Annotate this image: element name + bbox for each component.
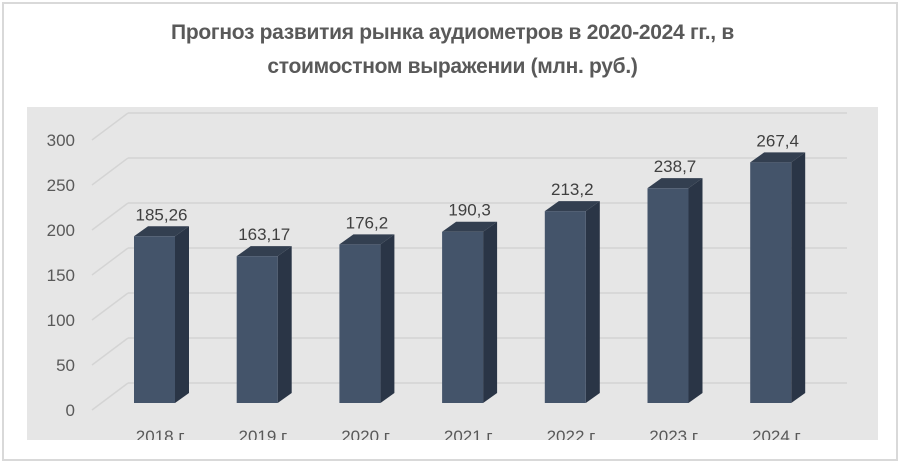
y-tick-label: 0 (66, 401, 75, 420)
bar (442, 221, 498, 403)
bar-top-face (339, 234, 395, 245)
data-label: 190,3 (448, 201, 491, 220)
data-label: 185,26 (136, 205, 188, 224)
bar-side-face (380, 234, 395, 403)
gridline-diagonal (91, 382, 129, 411)
bars (134, 152, 806, 403)
bar (134, 226, 189, 403)
bar-front-face (750, 162, 792, 403)
bar-side-face (483, 221, 498, 403)
bar-top-face (236, 246, 292, 257)
bar (236, 246, 292, 403)
bar-front-face (134, 236, 175, 403)
x-tick-label: 2020 г. (341, 427, 392, 440)
data-label: 163,17 (238, 225, 290, 244)
bar-side-face (688, 178, 703, 403)
y-tick-label: 250 (47, 176, 75, 195)
data-label: 238,7 (654, 157, 697, 176)
data-label: 176,2 (346, 213, 389, 232)
bar-top-face (544, 201, 600, 212)
y-tick-label: 200 (47, 221, 75, 240)
y-axis: 0 50 100 150 200 250 300 (47, 131, 75, 420)
y-tick-label: 100 (47, 311, 75, 330)
x-tick-label: 2019 г. (239, 427, 290, 440)
x-tick-label: 2022 г. (547, 427, 598, 440)
gridline-diagonal (91, 337, 129, 366)
x-axis: 2018 г. 2019 г. 2020 г. 2021 г. 2022 г. 2023 … (136, 427, 804, 440)
bar-front-face (236, 256, 278, 403)
bar-side-face (585, 201, 600, 403)
y-tick-label: 50 (56, 356, 75, 375)
chart-title-line-1: Прогноз развития рынка аудиометров в 202… (171, 21, 734, 44)
plot-area: 0 50 100 150 200 250 300 185,26 163,17 176,2 190,… (27, 107, 878, 440)
bar-side-face (791, 152, 806, 403)
bar-side-face (175, 226, 189, 403)
bar (750, 152, 806, 403)
bar (647, 178, 703, 403)
bar-top-face (134, 226, 189, 237)
x-tick-label: 2023 г. (649, 427, 700, 440)
data-labels: 185,26 163,17 176,2 190,3 213,2 238,7 267,4 (136, 131, 799, 244)
x-tick-label: 2024 г. (752, 427, 803, 440)
bar-chart: 0 50 100 150 200 250 300 185,26 163,17 176,2 190,… (47, 112, 847, 440)
x-tick-label: 2021 г. (444, 427, 495, 440)
data-label: 213,2 (551, 180, 594, 199)
bar-front-face (647, 188, 689, 403)
bar-top-face (647, 178, 703, 189)
gridline-diagonal (91, 202, 129, 231)
gridline-diagonal (91, 247, 129, 276)
y-tick-label: 300 (47, 131, 75, 150)
bar-top-face (750, 152, 806, 163)
bar-front-face (339, 244, 381, 403)
data-label: 267,4 (756, 131, 799, 150)
bar (339, 234, 395, 403)
bar-side-face (277, 246, 292, 403)
chart-title-line-2: стоимостном выражении (млн. руб.) (267, 55, 638, 78)
gridline-diagonal (91, 292, 129, 321)
gridline-diagonal (91, 157, 129, 186)
chart-title: Прогноз развития рынка аудиометров в 202… (0, 16, 905, 84)
bar (544, 201, 600, 403)
bar-top-face (442, 221, 498, 232)
bar-front-face (442, 231, 484, 403)
y-tick-label: 150 (47, 266, 75, 285)
bar-front-face (544, 211, 586, 403)
x-tick-label: 2018 г. (136, 427, 187, 440)
gridline-diagonal (91, 112, 129, 141)
